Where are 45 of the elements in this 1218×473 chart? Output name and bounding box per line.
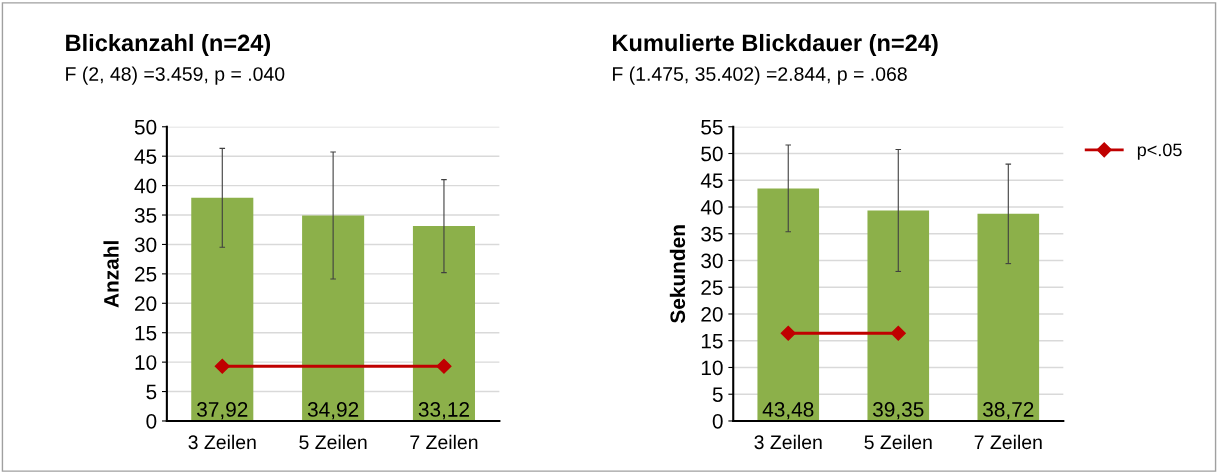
legend-label: p<.05 xyxy=(1137,143,1182,160)
y-tick-label: 10 xyxy=(135,355,157,370)
chart-subtitle: F (1.475, 35.402) =2.844, p = .068 xyxy=(613,66,907,85)
chart-subtitle: F (2, 48) =3.459, p = .040 xyxy=(66,66,285,85)
data-label: 39,35 xyxy=(873,402,924,420)
bar xyxy=(757,188,820,421)
y-tick-label: 25 xyxy=(701,280,723,295)
x-tick-label: 3 Zeilen xyxy=(754,434,822,450)
x-tick-label: 3 Zeilen xyxy=(188,434,256,450)
y-tick-label: 25 xyxy=(135,266,157,282)
y-tick-label: 30 xyxy=(134,237,157,253)
y-tick-label: 15 xyxy=(701,333,723,349)
y-axis-title: Sekunden xyxy=(669,225,686,324)
data-label: 34,92 xyxy=(307,402,359,420)
y-tick-label: 45 xyxy=(700,173,723,189)
y-axis-title: Anzahl xyxy=(103,241,119,308)
data-label: 38,72 xyxy=(983,402,1034,420)
y-tick-label: 55 xyxy=(701,119,723,135)
x-tick-label: 5 Zeilen xyxy=(864,434,932,450)
data-label: 43,48 xyxy=(762,402,814,420)
y-tick-label: 50 xyxy=(701,146,723,162)
y-tick-label: 5 xyxy=(712,387,723,402)
bar xyxy=(977,213,1040,421)
y-tick-label: 20 xyxy=(701,306,723,322)
x-tick-label: 7 Zeilen xyxy=(410,434,478,450)
y-tick-label: 50 xyxy=(134,119,157,135)
x-tick-label: 7 Zeilen xyxy=(974,434,1042,450)
x-tick-label: 5 Zeilen xyxy=(299,434,367,450)
y-tick-label: 0 xyxy=(712,413,723,429)
chart-title: Kumulierte Blickdauer (n=24) xyxy=(613,33,938,56)
y-tick-label: 0 xyxy=(146,413,157,429)
y-tick-label: 35 xyxy=(134,208,157,223)
bar xyxy=(867,210,930,421)
y-tick-label: 40 xyxy=(134,178,157,194)
data-label: 37,92 xyxy=(197,402,248,420)
y-tick-label: 40 xyxy=(700,200,723,215)
data-label: 33,12 xyxy=(418,402,469,420)
y-tick-label: 15 xyxy=(135,325,157,341)
y-tick-label: 45 xyxy=(134,149,157,164)
y-tick-label: 5 xyxy=(146,384,157,400)
chart-title: Blickanzahl (n=24) xyxy=(66,33,271,56)
y-tick-label: 30 xyxy=(701,253,723,269)
y-tick-label: 20 xyxy=(135,296,157,312)
y-tick-label: 10 xyxy=(701,360,723,376)
y-tick-label: 35 xyxy=(701,226,723,242)
